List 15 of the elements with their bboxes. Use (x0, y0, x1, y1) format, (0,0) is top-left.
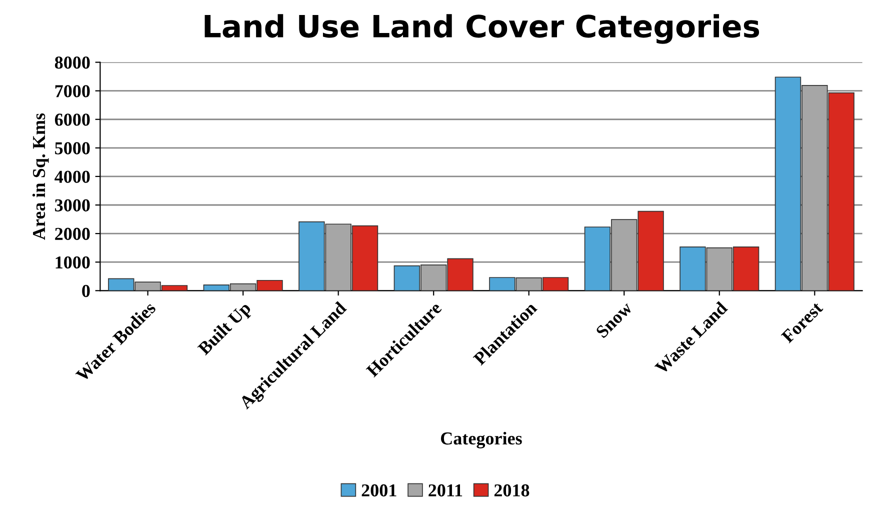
y-tick-label: 0 (82, 284, 90, 298)
y-tick-label: 5000 (55, 142, 90, 154)
y-tick-label: 8000 (54, 56, 90, 69)
legend-label: 2001 (362, 484, 396, 496)
legend-label: 2018 (494, 484, 530, 496)
chart-title: Land Use Land Cover Categories (204, 14, 760, 44)
y-axis-title: Area in Sq. Kms (32, 113, 49, 240)
y-tick-label: 3000 (55, 199, 90, 212)
x-axis-title: Categories (441, 432, 522, 448)
y-tick-label: 6000 (54, 114, 90, 126)
y-tick-label: 7000 (55, 85, 90, 98)
y-tick-label: 4000 (54, 170, 90, 183)
legend-label: 2011 (428, 484, 462, 496)
y-tick-label: 2000 (55, 228, 90, 240)
y-tick-label: 1000 (56, 256, 90, 269)
